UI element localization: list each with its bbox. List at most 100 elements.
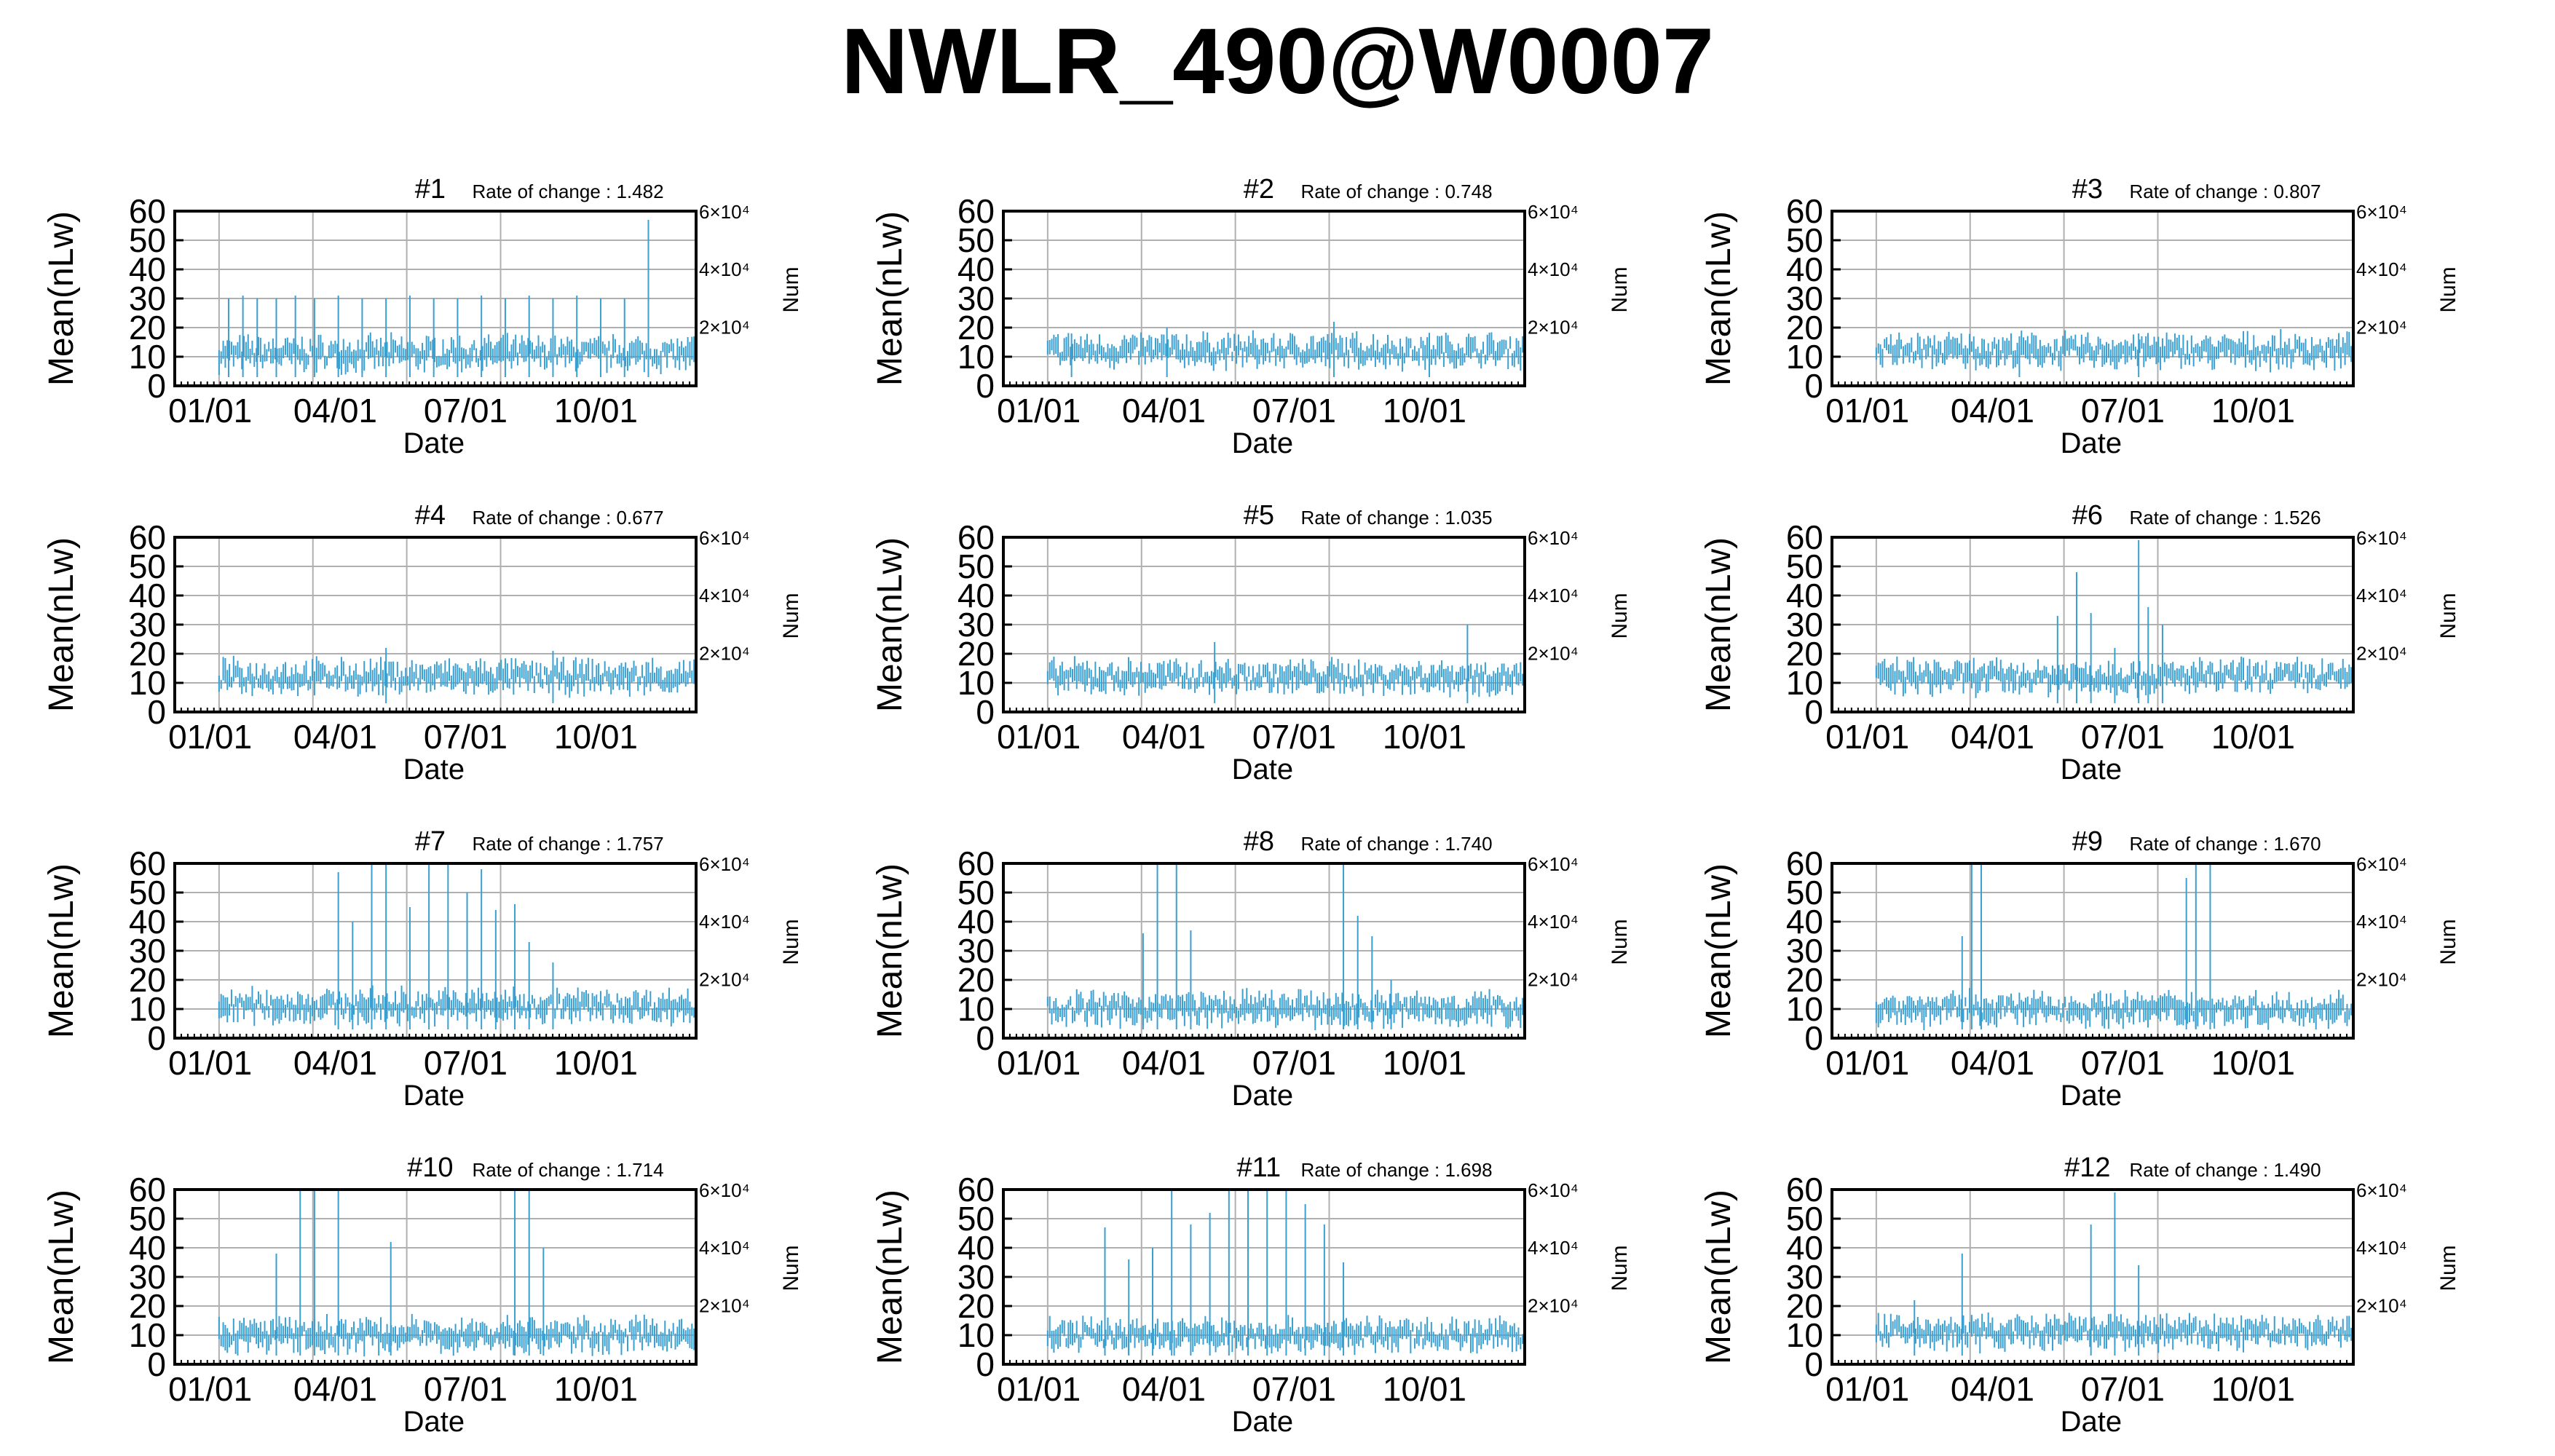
x-tick-label: 01/01 — [1825, 1370, 1909, 1408]
y-axis-label: Mean(nLw) — [871, 537, 909, 712]
panel-title: #1 — [415, 174, 446, 205]
y2-tick-label: 4×10⁴ — [2356, 911, 2407, 933]
x-tick-label: 04/01 — [1951, 392, 2034, 430]
panel-title: #5 — [1244, 500, 1274, 531]
y-tick-label: 30 — [1786, 606, 1823, 644]
x-tick-label: 07/01 — [2081, 1370, 2165, 1408]
panel-title: #3 — [2072, 174, 2103, 205]
y-tick-label: 30 — [1786, 1258, 1823, 1296]
y-tick-label: 30 — [957, 280, 995, 317]
x-tick-label: 04/01 — [293, 392, 377, 430]
y-tick-label: 30 — [129, 280, 166, 317]
x-tick-label: 01/01 — [997, 392, 1081, 430]
x-tick-label: 10/01 — [1383, 1044, 1466, 1082]
y-tick-label: 50 — [957, 874, 995, 911]
x-tick-label: 10/01 — [554, 1044, 638, 1082]
y2-tick-label: 2×10⁴ — [1528, 642, 1579, 664]
rate-of-change-label: Rate of change : 1.757 — [472, 833, 663, 855]
x-tick-label: 01/01 — [168, 1370, 252, 1408]
y-tick-label: 30 — [957, 1258, 995, 1296]
y-tick-label: 10 — [1786, 990, 1823, 1028]
y-tick-label: 10 — [129, 664, 166, 702]
y2-axis-label: Num — [779, 266, 803, 312]
y-tick-label: 10 — [1786, 338, 1823, 376]
y-axis-label: Mean(nLw) — [42, 537, 81, 712]
x-tick-label: 04/01 — [1951, 718, 2034, 756]
y-tick-label: 0 — [1804, 693, 1823, 731]
x-tick-label: 04/01 — [293, 1370, 377, 1408]
x-tick-label: 10/01 — [554, 392, 638, 430]
y2-tick-label: 2×10⁴ — [2356, 316, 2407, 338]
y-axis-label: Mean(nLw) — [871, 863, 909, 1038]
x-tick-label: 07/01 — [424, 1044, 508, 1082]
x-axis-label: Date — [403, 427, 465, 459]
y-tick-label: 60 — [129, 1171, 166, 1208]
y-tick-label: 40 — [129, 250, 166, 288]
y-axis-label: Mean(nLw) — [1699, 537, 1738, 712]
y-tick-label: 50 — [129, 1200, 166, 1238]
y2-tick-label: 2×10⁴ — [699, 642, 750, 664]
y-tick-label: 20 — [1786, 1287, 1823, 1325]
y-axis-label: Mean(nLw) — [1699, 211, 1738, 386]
y-tick-label: 40 — [1786, 577, 1823, 614]
y2-tick-label: 4×10⁴ — [2356, 258, 2407, 280]
y2-tick-label: 4×10⁴ — [2356, 585, 2407, 606]
y-tick-label: 60 — [129, 192, 166, 230]
x-tick-label: 04/01 — [293, 718, 377, 756]
y-tick-label: 20 — [129, 635, 166, 673]
x-tick-label: 01/01 — [168, 392, 252, 430]
x-tick-label: 10/01 — [1383, 392, 1466, 430]
page-title: NWLR_490@W0007 — [841, 9, 1714, 114]
x-tick-label: 01/01 — [997, 1370, 1081, 1408]
y-tick-label: 40 — [957, 903, 995, 941]
x-axis-label: Date — [403, 753, 465, 786]
y2-axis-label: Num — [1608, 1245, 1632, 1291]
x-tick-label: 01/01 — [1825, 392, 1909, 430]
y2-axis-label: Num — [2436, 1245, 2460, 1291]
y2-tick-label: 4×10⁴ — [2356, 1237, 2407, 1259]
y-tick-label: 0 — [147, 1345, 166, 1383]
panel-title: #9 — [2072, 826, 2103, 857]
y-tick-label: 50 — [129, 874, 166, 911]
y2-tick-label: 6×10⁴ — [1528, 853, 1579, 875]
y-tick-label: 20 — [129, 309, 166, 347]
y2-axis-label: Num — [779, 919, 803, 965]
x-tick-label: 01/01 — [997, 718, 1081, 756]
y-tick-label: 50 — [1786, 221, 1823, 259]
rate-of-change-label: Rate of change : 1.482 — [472, 181, 663, 202]
y2-tick-label: 6×10⁴ — [2356, 853, 2407, 875]
y2-tick-label: 2×10⁴ — [2356, 1294, 2407, 1316]
y-axis-label: Mean(nLw) — [42, 863, 81, 1038]
y2-tick-label: 2×10⁴ — [1528, 1294, 1579, 1316]
x-axis-label: Date — [403, 1080, 465, 1112]
y2-axis-label: Num — [2436, 919, 2460, 965]
y-tick-label: 40 — [1786, 250, 1823, 288]
rate-of-change-label: Rate of change : 1.526 — [2129, 507, 2321, 529]
panel-title: #6 — [2072, 500, 2103, 531]
y-tick-label: 30 — [1786, 280, 1823, 317]
x-axis-label: Date — [1232, 1406, 1294, 1438]
y-axis-label: Mean(nLw) — [1699, 1190, 1738, 1364]
y-tick-label: 20 — [1786, 961, 1823, 999]
y-tick-label: 60 — [957, 1171, 995, 1208]
y-tick-label: 50 — [1786, 1200, 1823, 1238]
x-axis-label: Date — [403, 1406, 465, 1438]
x-tick-label: 10/01 — [2211, 1044, 2295, 1082]
y2-axis-label: Num — [2436, 593, 2460, 638]
y-tick-label: 0 — [1804, 1345, 1823, 1383]
y2-tick-label: 4×10⁴ — [699, 258, 750, 280]
x-tick-label: 01/01 — [168, 718, 252, 756]
panel-title: #10 — [407, 1152, 453, 1183]
y-tick-label: 30 — [957, 606, 995, 644]
y2-axis-label: Num — [1608, 593, 1632, 638]
y-tick-label: 20 — [1786, 635, 1823, 673]
y-tick-label: 30 — [957, 932, 995, 970]
y2-tick-label: 2×10⁴ — [699, 1294, 750, 1316]
x-tick-label: 10/01 — [2211, 718, 2295, 756]
